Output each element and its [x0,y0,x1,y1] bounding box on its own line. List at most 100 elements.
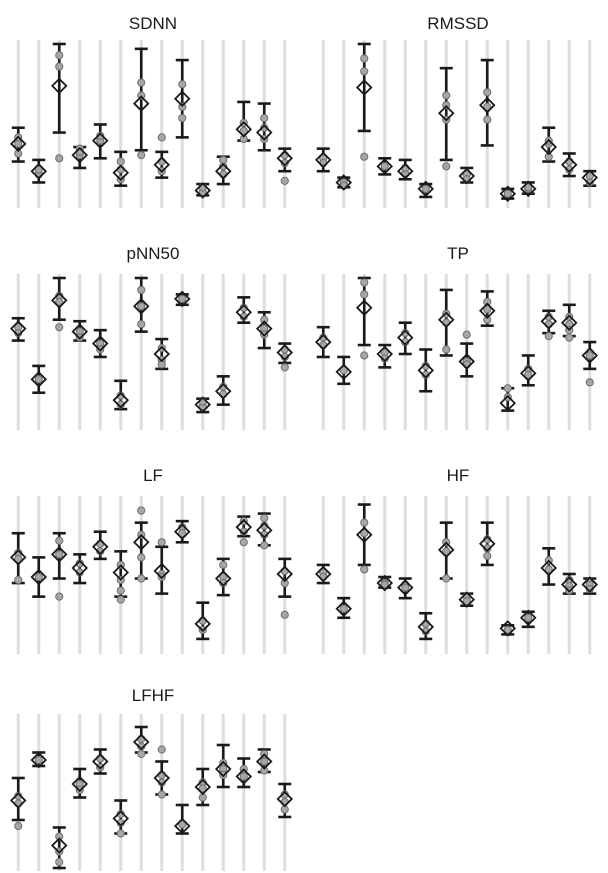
mean-marker [235,768,253,785]
group-marks [478,521,496,567]
data-point [178,294,187,303]
mean-marker [335,174,353,191]
group-marks [194,601,212,641]
mean-marker [235,121,253,138]
group-marks [255,102,273,152]
data-point [360,290,369,299]
data-point [239,126,248,136]
group-marks [91,328,109,359]
mean-marker [71,323,89,340]
mean-marker [173,90,191,108]
group-marks [314,325,332,359]
data-point [157,538,166,547]
panel-title: pNN50 [127,244,180,263]
mean-marker [255,521,273,539]
group-marks [581,169,599,187]
group-marks [437,288,455,357]
mean-marker [30,751,48,769]
group-marks [153,538,171,595]
group-marks [560,152,578,178]
mean-marker [478,302,496,320]
group-marks [132,47,150,160]
data-point [178,113,187,123]
mean-marker [499,394,517,412]
data-point [55,832,64,841]
mean-marker [235,303,253,321]
group-marks [458,330,476,378]
group-marks [355,276,373,360]
data-point [178,820,187,829]
mean-marker [314,565,332,583]
panel-rmssd: RMSSD [314,14,599,208]
data-point [157,745,166,754]
group-marks [437,66,455,171]
group-marks [132,276,150,333]
panel-lf: LF [9,466,294,654]
group-marks [376,343,394,369]
data-point [462,330,471,339]
data-point [401,583,410,592]
group-marks [540,309,558,341]
group-marks [71,553,89,585]
group-marks [91,530,109,561]
mean-marker [30,371,48,388]
data-point [34,755,43,765]
mean-marker [519,180,537,198]
group-marks [30,751,48,769]
group-marks [478,58,496,147]
mean-marker [396,329,414,346]
data-point [55,857,64,867]
mean-marker [214,382,232,400]
data-point [137,78,146,87]
data-point [339,604,348,613]
panel-lfhf: LFHF [9,686,294,871]
data-point [483,315,492,324]
group-marks [30,158,48,184]
data-point [360,152,369,161]
data-point [14,575,23,585]
panel-title: SDNN [129,14,177,33]
data-point [157,790,166,799]
mean-marker [314,151,332,169]
mean-marker [417,618,435,636]
data-point [116,595,125,604]
group-marks [235,515,253,547]
data-point [55,297,64,306]
data-point [239,772,248,781]
group-marks [194,182,212,199]
group-marks [581,340,599,387]
group-marks [112,150,130,187]
mean-marker [9,320,27,337]
panel-hf: HF [314,466,599,654]
mean-marker [214,162,232,180]
group-marks [71,767,89,799]
mean-marker [581,576,599,593]
group-marks [314,563,332,585]
mean-marker [50,77,68,95]
mean-marker [417,362,435,379]
data-point [55,536,64,545]
group-marks [153,337,171,371]
mean-marker [458,167,476,185]
group-marks [519,180,537,198]
data-point [524,370,533,379]
mean-marker [560,156,578,174]
data-point [178,529,187,538]
data-point [483,305,492,314]
mean-marker [194,396,212,413]
group-marks [458,591,476,608]
data-point [442,91,451,100]
data-point [137,574,146,583]
group-marks [132,725,150,759]
mean-marker [335,600,353,617]
group-marks [91,748,109,775]
panel-title: RMSSD [427,14,488,33]
mean-marker [560,314,578,331]
group-marks [314,147,332,173]
mean-marker [276,565,294,583]
data-point [260,766,269,775]
mean-marker [214,760,232,778]
mean-marker [235,518,253,536]
mean-marker [9,135,27,153]
data-point [503,384,512,393]
